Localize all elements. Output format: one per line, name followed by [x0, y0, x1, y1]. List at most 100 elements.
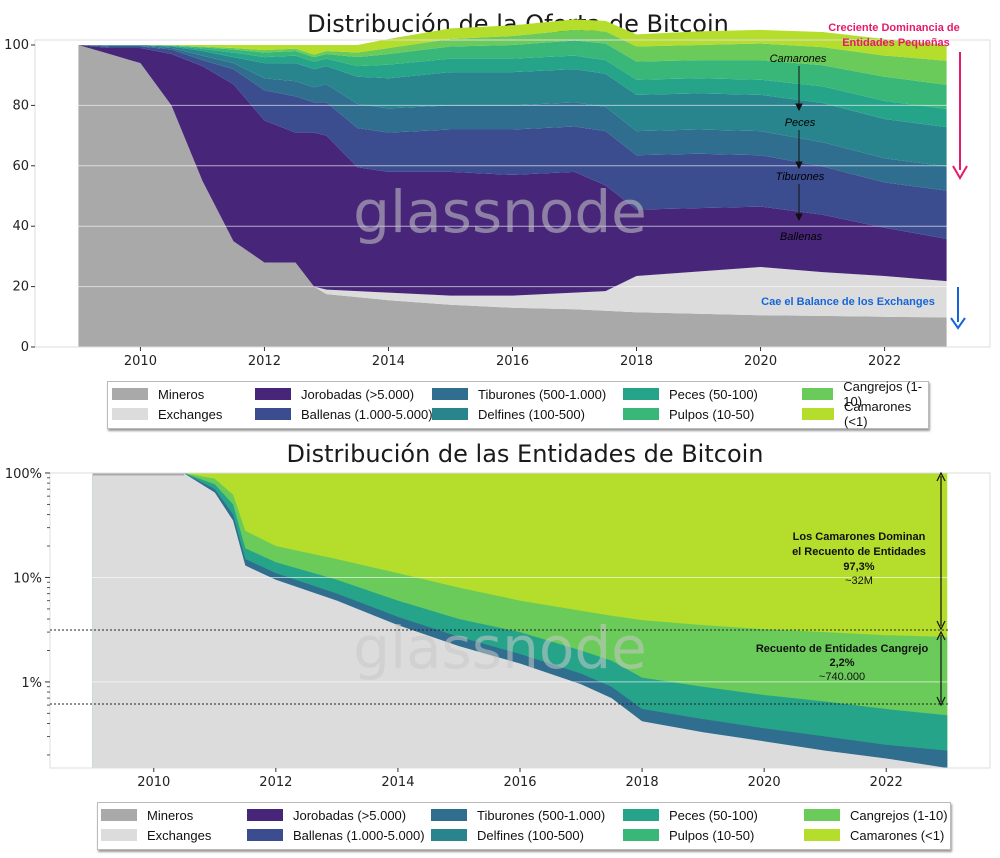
legend-item: Exchanges: [101, 826, 211, 844]
area-cangrejos: [78, 29, 947, 85]
legend-swatch: [623, 388, 659, 400]
y-tick-label: 20: [12, 280, 29, 295]
area-mineros: [78, 45, 947, 347]
legend-label: Peces (50-100): [669, 386, 758, 402]
x-tick-label: 2020: [748, 775, 781, 790]
area-delfines: [78, 45, 947, 167]
legend-label: Exchanges: [158, 406, 223, 422]
legend-item: Mineros: [101, 806, 193, 824]
camarones-note-pct: 97,3%: [843, 561, 874, 573]
exchange-label: Cae el Balance de los Exchanges: [761, 296, 935, 308]
legend-item: Camarones (<1): [802, 399, 928, 429]
y-tick-label: 100%: [5, 467, 42, 482]
camarones-note-line1: Los Camarones Dominan: [793, 531, 926, 543]
chart2-watermark: glassnode: [353, 614, 647, 682]
legend-swatch: [101, 829, 137, 841]
legend-item: Delfines (100-500): [432, 405, 585, 423]
label-ballenas: Ballenas: [780, 231, 823, 243]
y-tick-label: 1%: [21, 676, 42, 691]
legend-swatch: [623, 829, 659, 841]
chart1-watermark: glassnode: [353, 178, 647, 246]
exchange-arrow: [950, 287, 966, 330]
x-tick-label: 2018: [620, 354, 653, 369]
area-tiburones: [78, 45, 947, 191]
legend-item: Ballenas (1.000-5.000): [247, 826, 425, 844]
species-arrows: [795, 66, 803, 222]
chart1-overlay-gridlines: [35, 104, 990, 288]
chart1-annotations: Camarones Peces Tiburones Ballenas Creci…: [761, 22, 968, 330]
x-tick-label: 2012: [248, 354, 281, 369]
chart1-areas: [78, 19, 947, 347]
legend-item: Tiburones (500-1.000): [431, 806, 605, 824]
legend-swatch: [112, 408, 148, 420]
legend-swatch: [432, 408, 468, 420]
legend-label: Ballenas (1.000-5.000): [301, 406, 433, 422]
legend-item: Camarones (<1): [804, 826, 944, 844]
legend-label: Delfines (100-500): [477, 827, 584, 843]
legend-label: Peces (50-100): [669, 807, 758, 823]
y-tick-label: 40: [12, 219, 29, 234]
x-tick-label: 2016: [503, 775, 536, 790]
area-exchanges: [92, 473, 948, 768]
x-tick-label: 2014: [372, 354, 405, 369]
legend-label: Tiburones (500-1.000): [477, 807, 606, 823]
legend-swatch: [804, 809, 840, 821]
dominance-label-line2: Entidades Pequeñas: [842, 37, 950, 49]
chart2-axes: 1% 10% 100% 2010 2012 2014 2016 2018 2020 2022: [5, 467, 991, 790]
legend-item: Jorobadas (>5.000): [255, 385, 414, 403]
legend-item: Cangrejos (1-10): [804, 806, 948, 824]
dominance-arrow: [952, 52, 968, 180]
legend-swatch: [247, 829, 283, 841]
x-tick-label: 2018: [626, 775, 659, 790]
x-tick-label: 2016: [496, 354, 529, 369]
cangrejo-note-pct: 2,2%: [829, 657, 854, 669]
legend-swatch: [101, 809, 137, 821]
legend-label: Pulpos (10-50): [669, 827, 755, 843]
chart2-gridlines: [50, 576, 990, 683]
chart1-axes: 0 20 40 60 80 100 2010 2012 2014 2016 2018 2020 2022: [4, 38, 991, 369]
chart2-areas: [92, 473, 948, 768]
area-exchanges: [78, 45, 947, 318]
legend-item: Pulpos (10-50): [623, 826, 754, 844]
legend-item: Jorobadas (>5.000): [247, 806, 406, 824]
chart2-title: Distribución de las Entidades de Bitcoin: [286, 440, 763, 468]
legend-label: Jorobadas (>5.000): [301, 386, 415, 402]
y-tick-label: 100: [4, 38, 29, 53]
legend-swatch: [112, 388, 148, 400]
legend-item: Tiburones (500-1.000): [432, 385, 606, 403]
area-jorobadas: [78, 45, 947, 296]
x-tick-label: 2012: [259, 775, 292, 790]
legend-item: Exchanges: [112, 405, 222, 423]
legend-swatch: [802, 388, 834, 400]
label-camarones: Camarones: [770, 53, 827, 65]
y-tick-label: 80: [12, 98, 29, 113]
y-tick-label: 10%: [13, 571, 42, 586]
area-peces: [78, 45, 947, 128]
legend-swatch: [623, 809, 659, 821]
legend-item: Delfines (100-500): [431, 826, 584, 844]
cangrejo-note-count: ~740.000: [819, 671, 865, 683]
legend-label: Camarones (<1): [844, 399, 912, 429]
chart2-legend: Mineros Exchanges Jorobadas (>5.000) Ballen…: [97, 802, 951, 850]
legend-swatch: [804, 829, 840, 841]
entities-distribution-chart: Distribución de las Entidades de Bitcoin…: [5, 440, 991, 790]
x-tick-label: 2022: [868, 354, 901, 369]
legend-label: Jorobadas (>5.000): [293, 807, 407, 823]
legend-label: Ballenas (1.000-5.000): [293, 827, 425, 843]
x-tick-label: 2022: [870, 775, 903, 790]
dominance-label-line1: Creciente Dominancia de: [828, 22, 959, 34]
legend-label: Tiburones (500-1.000): [478, 386, 607, 402]
cangrejo-span-arrow: [936, 630, 946, 707]
legend-swatch: [623, 408, 659, 420]
legend-label: Mineros: [158, 386, 205, 402]
x-tick-label: 2010: [137, 775, 170, 790]
legend-swatch: [431, 829, 467, 841]
legend-item: Pulpos (10-50): [623, 405, 754, 423]
camarones-span-arrow: [936, 471, 946, 631]
camarones-note-line2: el Recuento de Entidades: [792, 546, 926, 558]
label-tiburones: Tiburones: [776, 171, 825, 183]
camarones-note-count: ~32M: [845, 575, 873, 587]
legend-swatch: [247, 809, 283, 821]
legend-label: Pulpos (10-50): [669, 406, 755, 422]
legend-label: Camarones (<1): [850, 827, 945, 843]
